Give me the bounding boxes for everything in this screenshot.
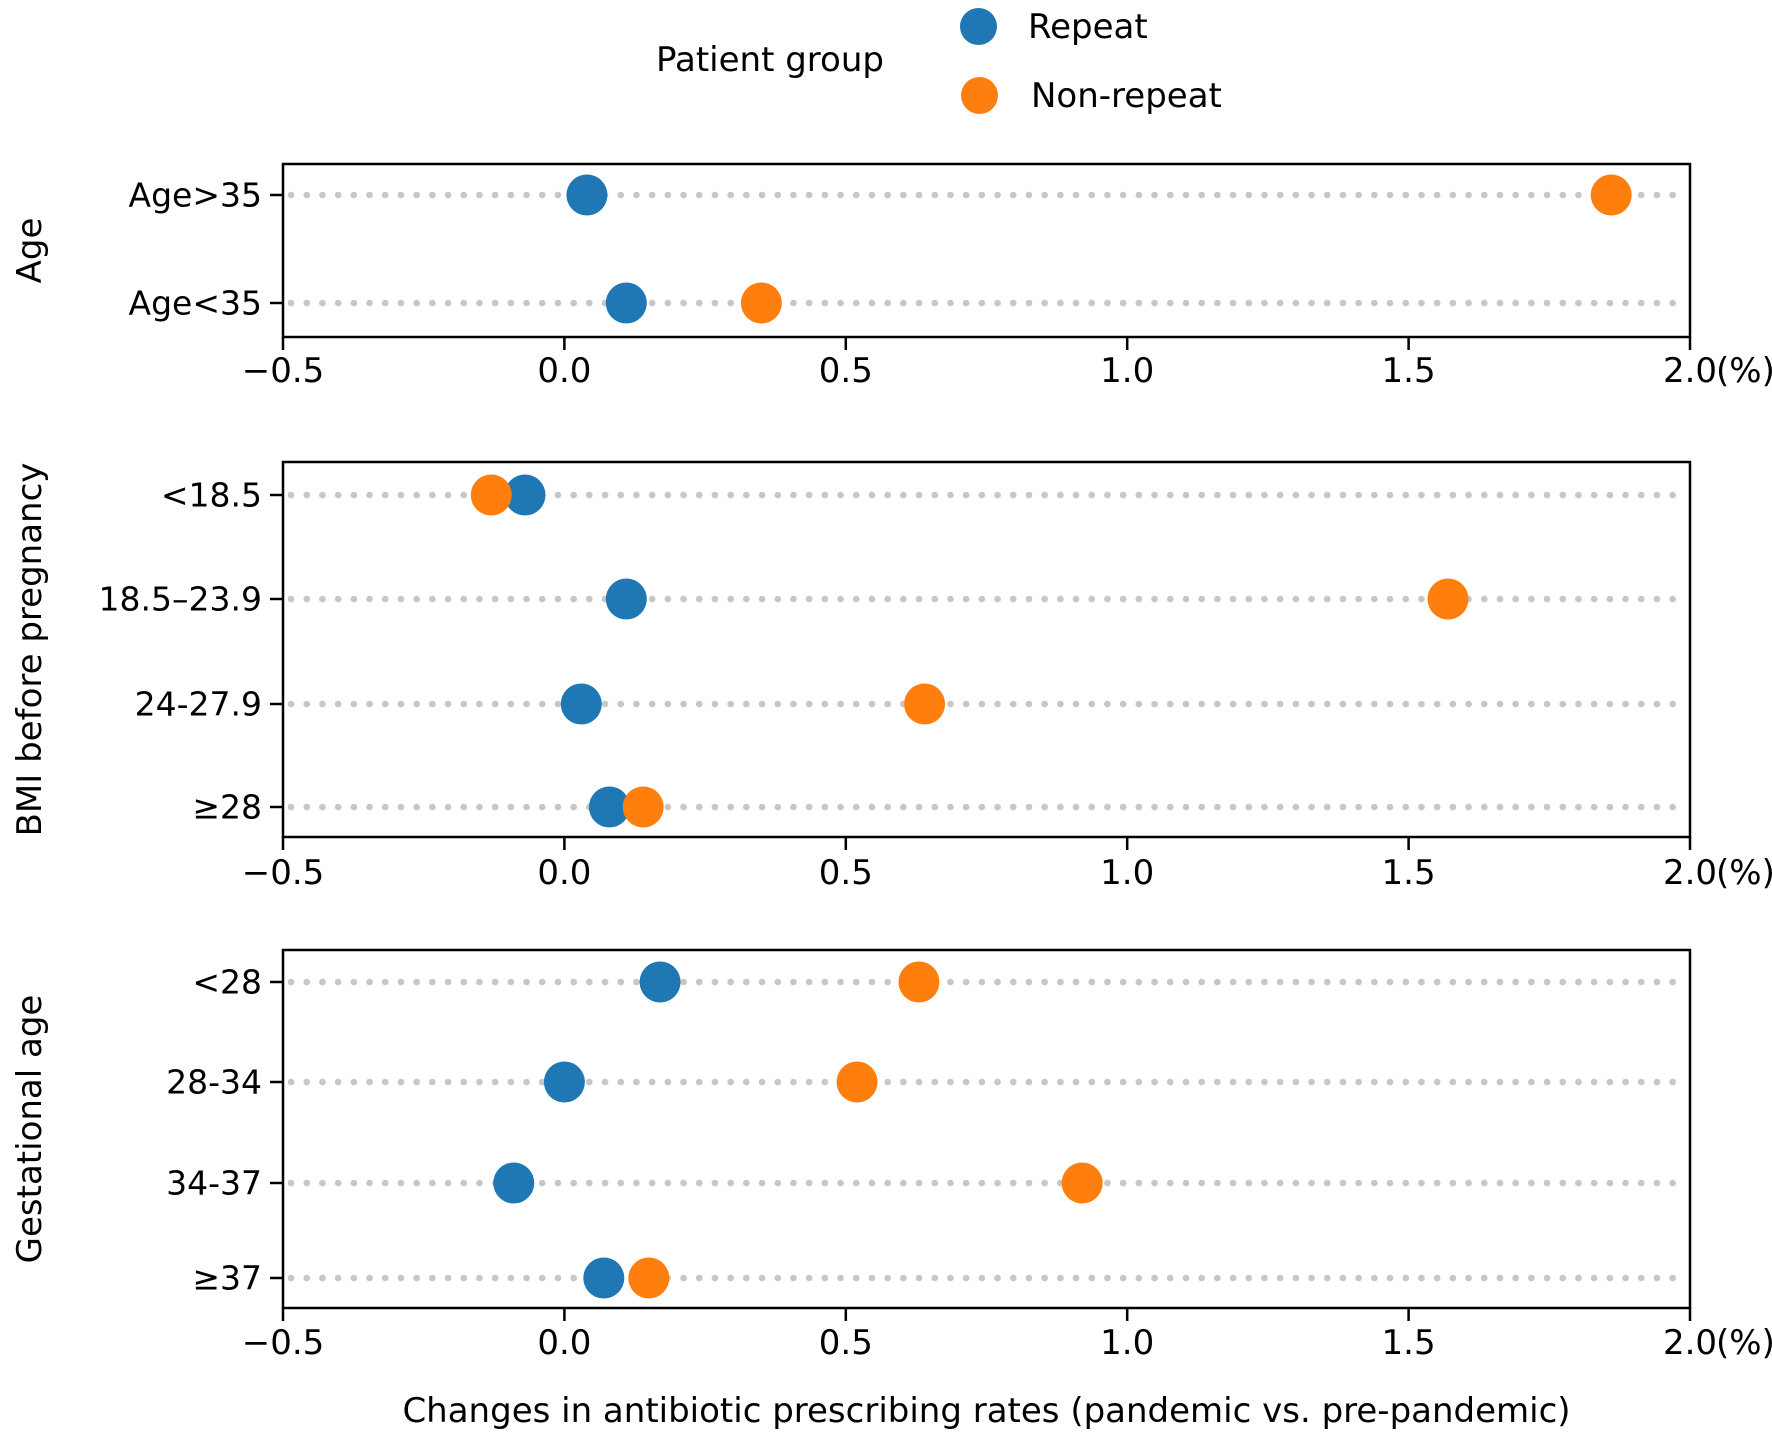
non-repeat-legend-marker-icon: [961, 77, 998, 114]
point-repeat-0: [566, 174, 608, 216]
point-non-repeat-2: [1061, 1162, 1103, 1204]
legend-label-non-repeat: Non-repeat: [1031, 76, 1222, 116]
x-tick-label: 0.0: [537, 1323, 591, 1363]
x-axis-unit-label: (%): [1716, 351, 1772, 391]
plot-box: [281, 460, 1692, 839]
panel-gestational-age: <28 28-34 34-37 ≥37 −0.5 0.0 0.5 1.0 1.5 2.0(%) Ge…: [10, 948, 1772, 1363]
x-tick-label: 1.5: [1382, 351, 1436, 391]
x-tick-label: 0.0: [537, 853, 591, 893]
point-repeat-1: [543, 1061, 585, 1103]
group-axis-label: BMI before pregnancy: [10, 463, 50, 837]
point-repeat-2: [560, 683, 602, 725]
x-tick-label: −0.5: [242, 351, 325, 391]
x-tick-label: 0.5: [819, 351, 873, 391]
panel-bmi-before-pregnancy: <18.5 18.5–23.9 24-27.9 ≥28 −0.5 0.0 0.5 1.0 1.5…: [10, 460, 1772, 893]
x-tick-label: 1.0: [1100, 351, 1154, 391]
point-repeat-1: [605, 282, 647, 324]
x-tick-label: 1.0: [1100, 853, 1154, 893]
point-non-repeat-3: [622, 786, 664, 828]
y-tick-label: 28-34: [166, 1063, 262, 1102]
point-non-repeat-3: [628, 1257, 670, 1299]
point-non-repeat-0: [470, 474, 512, 516]
point-non-repeat-1: [740, 282, 782, 324]
x-tick-label: −0.5: [242, 1323, 325, 1363]
group-axis-label: Age: [10, 218, 50, 284]
x-tick-label: 0.5: [819, 853, 873, 893]
x-tick-label: 1.5: [1382, 1323, 1436, 1363]
panel-age: Age>35 Age<35 −0.5 0.0 0.5 1.0 1.5 2.0(%) Age: [10, 162, 1772, 391]
point-non-repeat-0: [1590, 174, 1632, 216]
y-tick-label: 34-37: [166, 1164, 262, 1203]
x-tick-label: 1.5: [1382, 853, 1436, 893]
x-axis-unit-label: (%): [1716, 853, 1772, 893]
point-repeat-3: [583, 1257, 625, 1299]
x-tick-label: 0.5: [819, 1323, 873, 1363]
y-tick-label: 24-27.9: [135, 685, 262, 724]
y-tick-label: ≥37: [192, 1259, 262, 1298]
x-tick-label: 1.0: [1100, 1323, 1154, 1363]
point-non-repeat-1: [836, 1061, 878, 1103]
point-repeat-2: [493, 1162, 535, 1204]
x-tick-label: 0.0: [537, 351, 591, 391]
point-non-repeat-0: [898, 961, 940, 1003]
plot-box: [281, 162, 1692, 339]
point-repeat-0: [639, 961, 681, 1003]
x-tick-label: −0.5: [242, 853, 325, 893]
plot-box: [281, 948, 1692, 1310]
y-tick-label: Age<35: [129, 284, 262, 323]
repeat-legend-marker-icon: [960, 8, 997, 45]
point-non-repeat-1: [1427, 578, 1469, 620]
x-tick-label: 2.0: [1663, 1323, 1717, 1363]
x-tick-label: 2.0: [1663, 853, 1717, 893]
y-tick-label: <18.5: [161, 476, 262, 515]
y-tick-label: Age>35: [129, 176, 262, 215]
y-tick-label: ≥28: [192, 788, 262, 827]
point-repeat-3: [588, 786, 630, 828]
y-tick-label: 18.5–23.9: [99, 580, 262, 619]
point-non-repeat-2: [904, 683, 946, 725]
point-repeat-1: [605, 578, 647, 620]
x-tick-label: 2.0: [1663, 351, 1717, 391]
x-axis-title: Changes in antibiotic prescribing rates …: [402, 1391, 1571, 1431]
y-tick-label: <28: [192, 963, 262, 1002]
point-repeat-0: [504, 474, 546, 516]
x-axis-unit-label: (%): [1716, 1323, 1772, 1363]
group-axis-label: Gestational age: [10, 995, 50, 1264]
legend-title: Patient group: [656, 40, 884, 80]
legend-label-repeat: Repeat: [1028, 7, 1148, 47]
